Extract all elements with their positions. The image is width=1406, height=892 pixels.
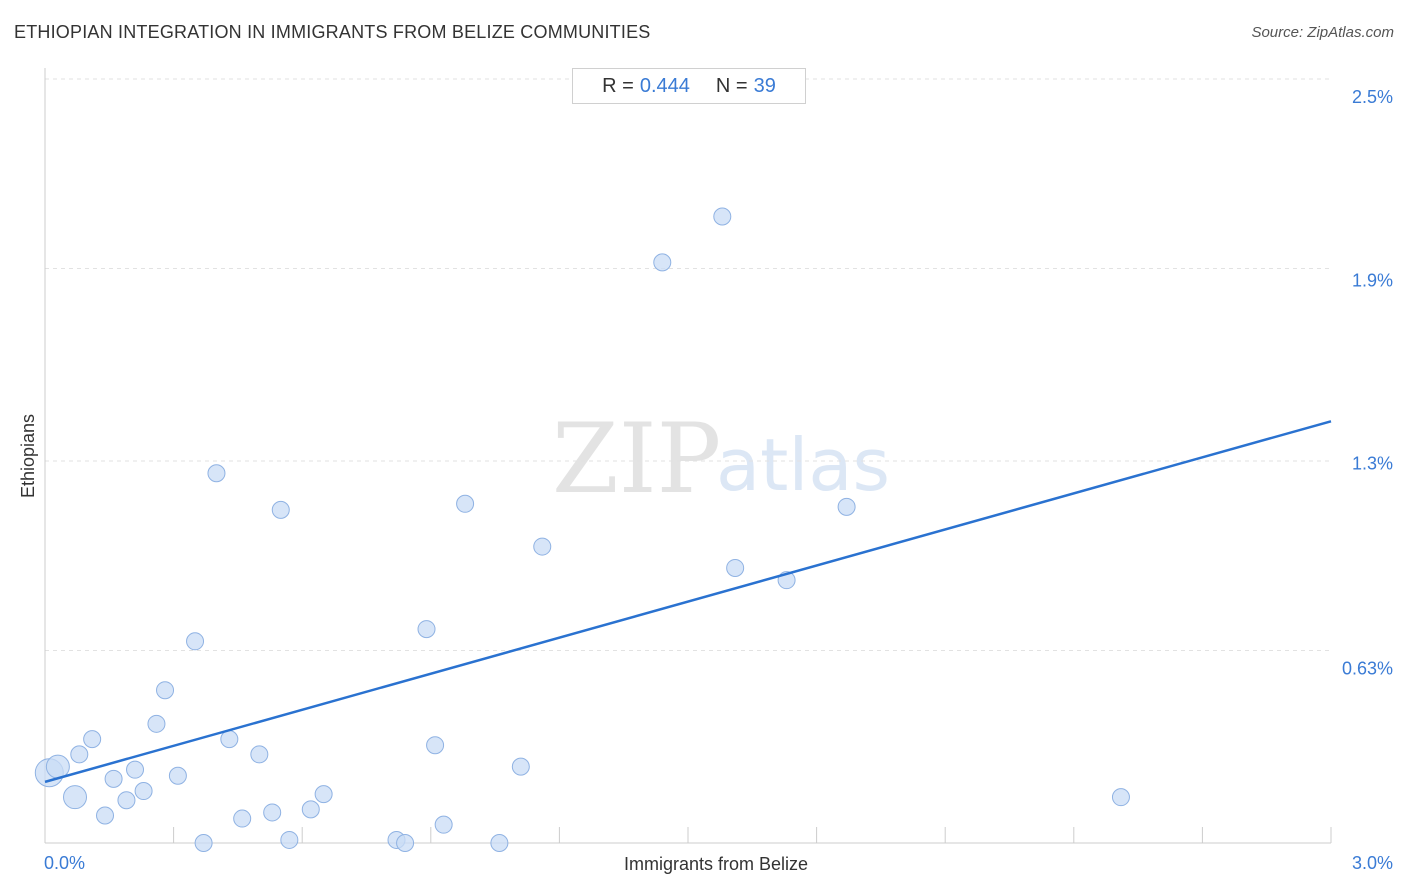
trend-line [44,420,1332,784]
data-point [1111,788,1130,807]
data-point [104,769,123,788]
watermark: ZIP atlas [552,403,890,515]
tick-labels: 0.63% 1.3% 1.9% 2.5% 0.0% 3.0% [44,87,1393,873]
stats-box: R = 0.444 N = 39 [572,68,806,104]
x-tick-label: 0.0% [44,853,85,873]
data-point [511,757,530,776]
y-tick-label: 0.63% [1342,658,1393,678]
watermark-atlas: atlas [716,423,890,507]
data-point [96,806,115,825]
data-point [168,766,187,785]
data-point [533,537,552,556]
y-tick-label: 1.3% [1352,454,1393,474]
data-point [134,782,153,801]
n-label: N = [715,74,748,97]
r-value: 0.444 [639,74,690,97]
data-point [250,745,269,764]
data-point [426,736,445,755]
data-point [83,730,102,749]
data-point [837,497,856,516]
data-points [34,207,1130,852]
data-point [45,754,70,779]
data-point [233,809,252,828]
data-point [456,494,475,513]
axes [44,68,1332,844]
data-point [63,785,88,810]
data-point [263,803,282,822]
trend-line-group [44,420,1332,784]
source-label: Source: ZipAtlas.com [1251,24,1394,41]
data-point [147,714,166,733]
x-axis-title: Immigrants from Belize [624,854,808,874]
data-point [726,558,745,577]
data-point [396,834,415,852]
data-point [194,834,213,852]
data-point [271,500,290,519]
data-point [713,207,732,226]
n-value: 39 [753,74,776,97]
data-point [434,815,453,834]
data-point [156,681,175,700]
data-point [186,632,205,651]
r-label: R = [602,74,634,97]
data-point [280,830,299,849]
data-point [314,785,333,804]
data-point [126,760,145,779]
chart-title: ETHIOPIAN INTEGRATION IN IMMIGRANTS FROM… [14,22,651,42]
watermark-zip: ZIP [552,403,721,515]
data-point [490,834,509,852]
data-point [207,464,226,483]
data-point [417,620,436,639]
data-point [70,745,89,764]
grid-lines [45,78,1331,651]
data-point [301,800,320,819]
y-axis-title: Ethiopians [18,414,38,498]
y-tick-label: 1.9% [1352,270,1393,290]
y-tick-label: 2.5% [1352,87,1393,107]
x-tick-label: 3.0% [1352,853,1393,873]
data-point [117,791,136,810]
data-point [653,253,672,272]
